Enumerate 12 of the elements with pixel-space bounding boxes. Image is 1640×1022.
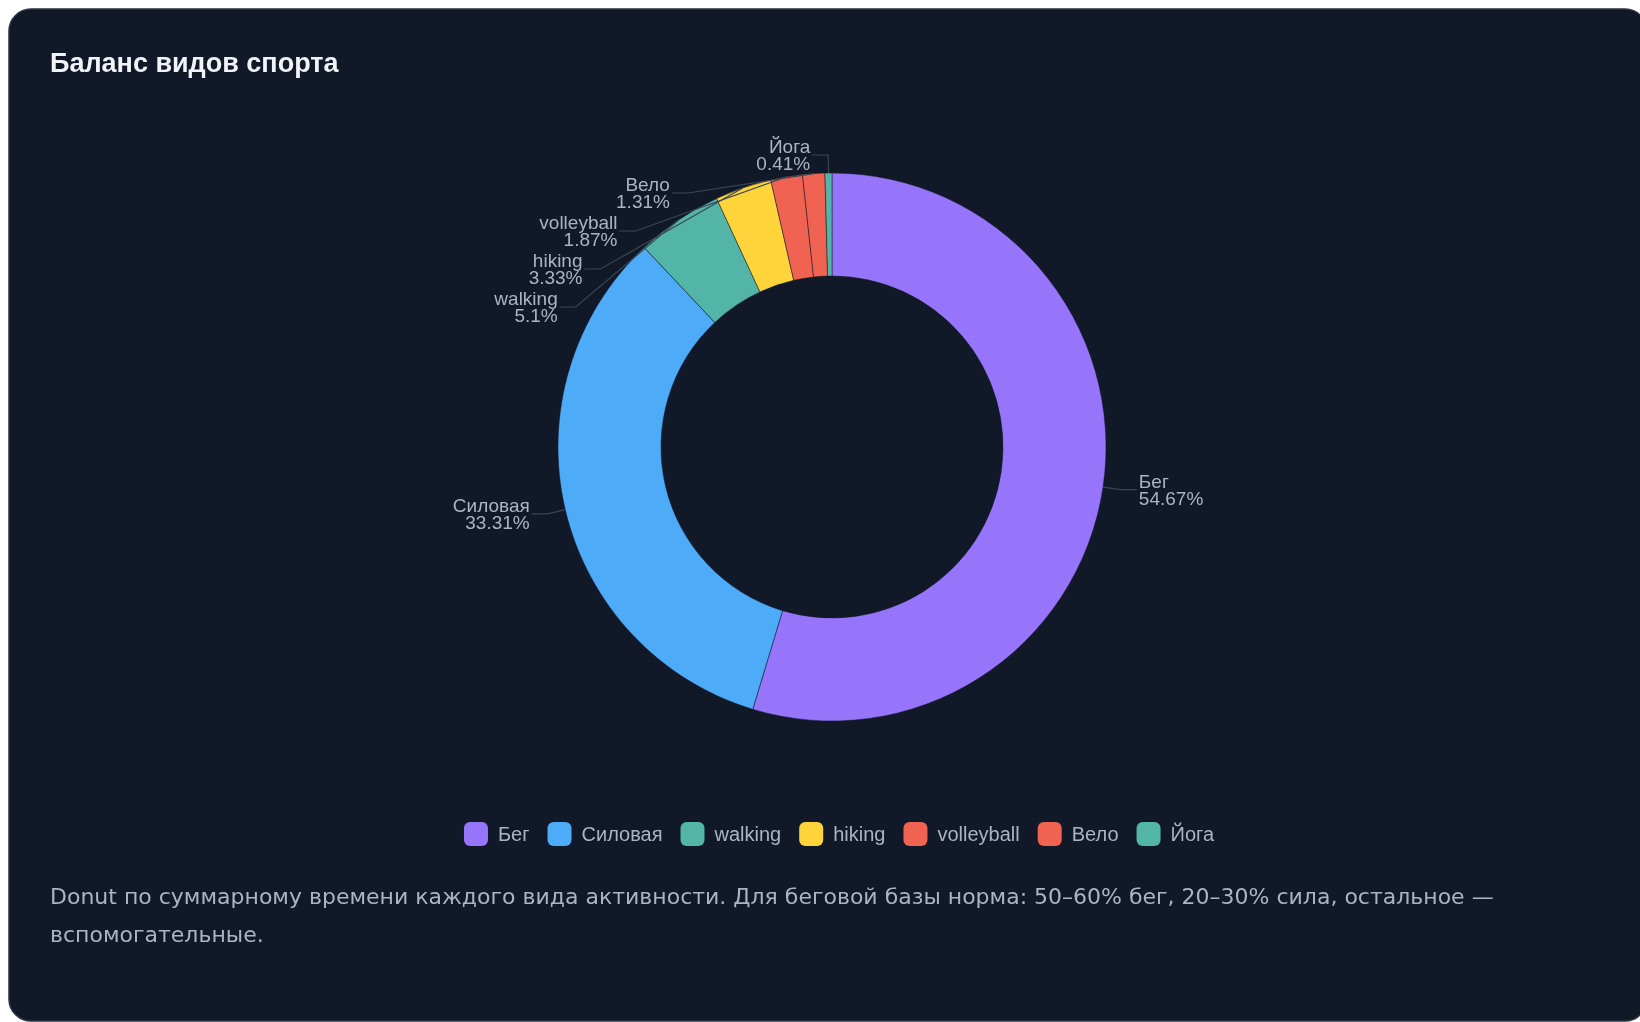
legend-label: Силовая (581, 823, 663, 845)
slice-label: hiking (532, 250, 583, 272)
text: Donut по суммарному времени каждого вида активности. Для беговой базы норма: 50–60% бег, 20–30% сила, остальное — вспомогательные. (50, 884, 1494, 947)
text: Баланс видов спорта (50, 48, 340, 78)
slice-label: volleyball (539, 212, 618, 234)
legend-label: volleyball (937, 823, 1020, 845)
legend-label: Вело (1071, 823, 1119, 845)
legend-label: Йога (1170, 822, 1215, 845)
legend-label: hiking (833, 823, 886, 845)
legend-label: walking (713, 823, 782, 845)
slice-label: walking (493, 288, 558, 310)
legend-label: Бег (497, 823, 530, 845)
